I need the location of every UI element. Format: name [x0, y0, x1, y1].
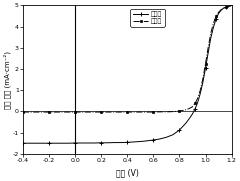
黑暗中	[199, 89, 202, 91]
光照下	[106, 142, 109, 144]
光照下	[28, 142, 31, 144]
黑暗中	[67, 111, 70, 113]
黑暗中	[187, 108, 190, 110]
黑暗中	[41, 111, 44, 113]
黑暗中	[220, 9, 222, 11]
黑暗中	[106, 111, 109, 113]
黑暗中	[217, 11, 220, 13]
光照下	[145, 140, 148, 142]
黑暗中	[171, 111, 174, 113]
光照下	[87, 142, 90, 144]
黑暗中	[230, 4, 233, 7]
黑暗中	[215, 15, 217, 18]
光照下	[139, 140, 142, 143]
黑暗中	[145, 111, 148, 113]
黑暗中	[119, 111, 122, 113]
Y-axis label: 电流 密度 (mA·cm⁻²): 电流 密度 (mA·cm⁻²)	[3, 51, 11, 109]
光照下	[228, 5, 230, 7]
黑暗中	[93, 111, 96, 113]
黑暗中	[207, 47, 210, 49]
黑暗中	[48, 111, 50, 113]
光照下	[60, 142, 63, 144]
光照下	[217, 12, 220, 15]
黑暗中	[183, 109, 186, 111]
光照下	[207, 52, 210, 54]
光照下	[188, 117, 191, 119]
光照下	[41, 142, 44, 144]
黑暗中	[212, 22, 215, 25]
黑暗中	[21, 111, 24, 113]
X-axis label: 出压 (V): 出压 (V)	[116, 169, 139, 178]
光照下	[225, 6, 228, 8]
黑暗中	[191, 106, 194, 108]
黑暗中	[178, 110, 181, 112]
光照下	[48, 142, 50, 144]
黑暗中	[158, 111, 161, 113]
光照下	[132, 141, 135, 143]
光照下	[80, 142, 83, 144]
光照下	[204, 67, 207, 69]
光照下	[171, 134, 174, 136]
光照下	[21, 142, 24, 144]
黑暗中	[165, 111, 168, 113]
Line: 光照下: 光照下	[20, 3, 234, 146]
光照下	[35, 142, 37, 144]
黑暗中	[201, 77, 204, 80]
光照下	[191, 113, 194, 115]
黑暗中	[113, 111, 116, 113]
光照下	[126, 141, 129, 144]
光照下	[152, 139, 155, 141]
光照下	[158, 138, 161, 140]
光照下	[74, 142, 77, 144]
黑暗中	[222, 7, 225, 9]
Legend: 光照下, 黑暗中: 光照下, 黑暗中	[130, 9, 165, 27]
黑暗中	[87, 111, 90, 113]
光照下	[185, 122, 187, 124]
黑暗中	[80, 111, 83, 113]
光照下	[194, 108, 197, 110]
光照下	[119, 142, 122, 144]
黑暗中	[54, 111, 57, 113]
黑暗中	[196, 97, 199, 99]
黑暗中	[139, 111, 142, 113]
黑暗中	[204, 63, 207, 65]
光照下	[113, 142, 116, 144]
黑暗中	[28, 111, 31, 113]
光照下	[215, 18, 217, 20]
光照下	[230, 4, 233, 7]
黑暗中	[194, 102, 197, 104]
光照下	[178, 129, 181, 131]
光照下	[165, 136, 168, 138]
光照下	[222, 7, 225, 9]
光照下	[201, 81, 204, 83]
黑暗中	[228, 5, 230, 7]
黑暗中	[225, 6, 228, 8]
光照下	[199, 92, 202, 94]
黑暗中	[100, 111, 102, 113]
黑暗中	[60, 111, 63, 113]
光照下	[93, 142, 96, 144]
Line: 黑暗中: 黑暗中	[22, 4, 233, 113]
光照下	[54, 142, 57, 144]
黑暗中	[74, 111, 77, 113]
光照下	[196, 101, 199, 104]
光照下	[67, 142, 70, 144]
光照下	[220, 9, 222, 11]
黑暗中	[126, 111, 129, 113]
黑暗中	[152, 111, 155, 113]
黑暗中	[209, 32, 212, 35]
光照下	[100, 142, 102, 144]
黑暗中	[132, 111, 135, 113]
光照下	[209, 37, 212, 39]
光照下	[212, 27, 215, 29]
黑暗中	[35, 111, 37, 113]
